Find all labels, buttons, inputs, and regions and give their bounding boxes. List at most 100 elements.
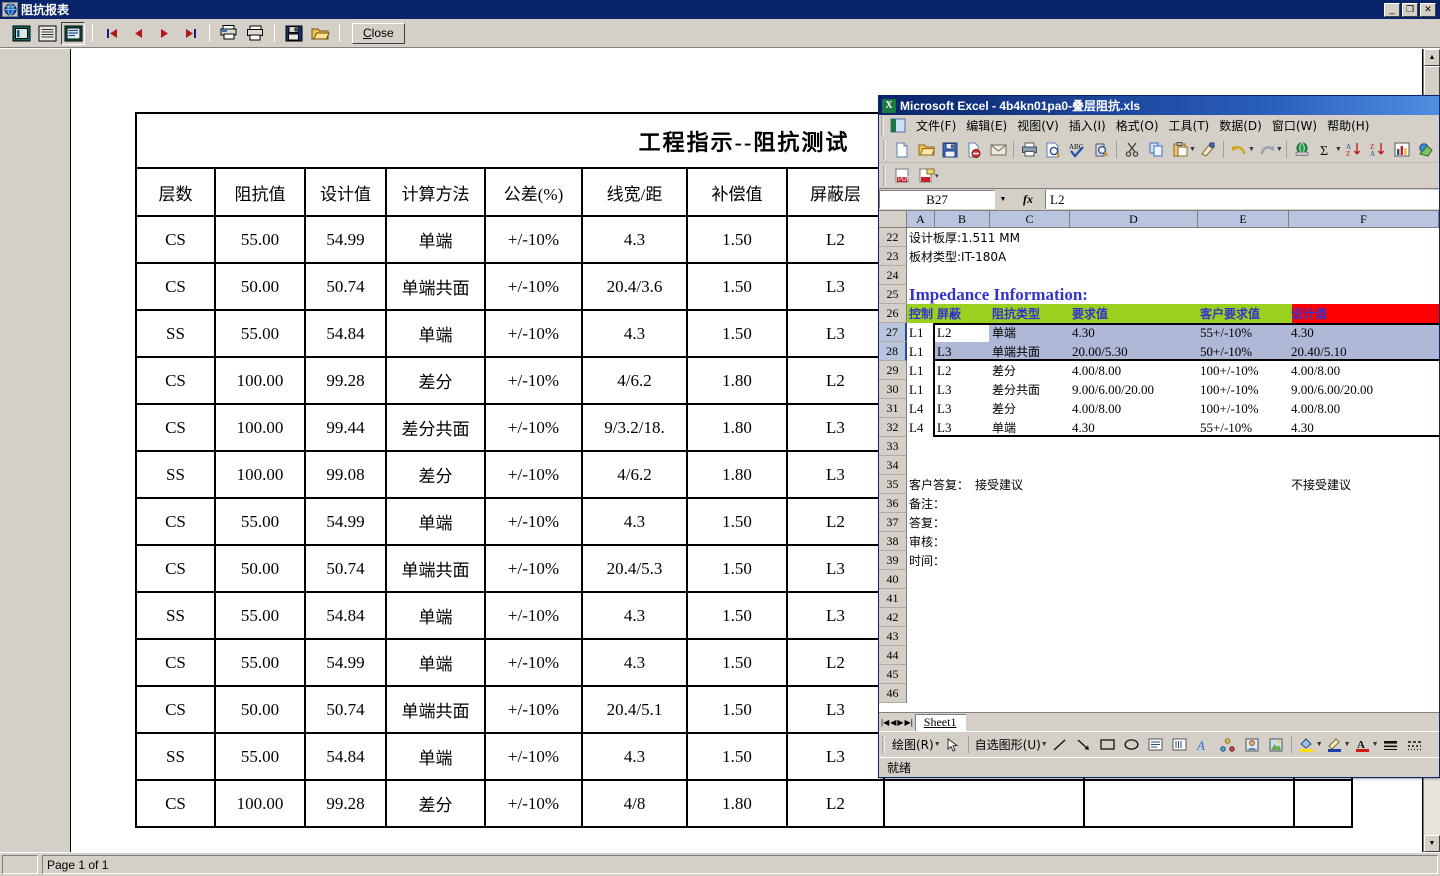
excel-row-cells-40[interactable] (907, 570, 1439, 589)
scroll-up-arrow-icon[interactable]: ▲ (1424, 49, 1440, 66)
excel-label-r38[interactable]: 审核： (909, 535, 946, 549)
font-color-dropdown-icon[interactable]: ▼ (1371, 741, 1379, 748)
excel-row-cells-26[interactable]: 控制 屏蔽 阻抗类型 要求值 客户要求值 设计值 (907, 304, 1439, 323)
drawing-toggle-icon[interactable] (1415, 139, 1437, 161)
row-header-41[interactable]: 41 (879, 589, 907, 608)
name-box-dropdown-icon[interactable]: ▼ (995, 190, 1011, 209)
column-header-c[interactable]: C (990, 211, 1070, 227)
reject-suggestion-text[interactable]: 不接受建议 (1291, 478, 1352, 492)
rectangle-icon[interactable] (1097, 734, 1119, 756)
active-cell-b27[interactable] (933, 323, 989, 342)
menu-edit[interactable]: 编辑(E) (966, 119, 1008, 133)
excel-row-cells-45[interactable] (907, 665, 1439, 684)
cell-design-r32[interactable]: 4.30 (1291, 419, 1314, 435)
cell-design-r30[interactable]: 9.00/6.00/20.00 (1291, 381, 1373, 397)
row-header-34[interactable]: 34 (879, 456, 907, 475)
excel-row-cells-46[interactable] (907, 684, 1439, 703)
design-thickness-cell[interactable]: 设计板厚:1.511 MM (909, 231, 1020, 245)
workbook-icon[interactable] (888, 116, 907, 135)
excel-row-cells-27[interactable]: L1 L2 单端 4.30 55+/-10% 4.30 (907, 323, 1439, 342)
excel-row-cells-36[interactable]: 备注： (907, 494, 1439, 513)
paste-icon[interactable] (1169, 139, 1191, 161)
autoshapes-menu-label[interactable]: 自选图形(U) (974, 738, 1041, 752)
row-header-28[interactable]: 28 (879, 342, 907, 361)
excel-row-cells-30[interactable]: L1 L3 差分共面 9.00/6.00/20.00 100+/-10% 9.00/6.0… (907, 380, 1439, 399)
name-box[interactable]: B27 (879, 190, 995, 209)
open-icon[interactable] (915, 139, 937, 161)
column-header-a[interactable]: A (907, 211, 935, 227)
excel-row-cells-29[interactable]: L1 L2 差分 4.00/8.00 100+/-10% 4.00/8.00 (907, 361, 1439, 380)
fill-color-dropdown-icon[interactable]: ▼ (1315, 741, 1323, 748)
excel-label-r37[interactable]: 答复： (909, 516, 946, 530)
last-page-icon[interactable] (178, 21, 202, 45)
undo-dropdown-arrow-icon[interactable]: ▼ (1247, 146, 1255, 153)
print-layout-view-icon[interactable] (9, 21, 33, 45)
vertical-text-box-icon[interactable] (1169, 734, 1191, 756)
close-window-button[interactable]: ✕ (1420, 2, 1436, 17)
excel-row-cells-35[interactable]: 客户答复： 接受建议 不接受建议 (907, 475, 1439, 494)
excel-row-cells-44[interactable] (907, 646, 1439, 665)
line-color-dropdown-icon[interactable]: ▼ (1343, 741, 1351, 748)
line-style-icon[interactable] (1380, 734, 1402, 756)
excel-row-cells-23[interactable]: 板材类型:IT-180A (907, 247, 1439, 266)
cell-required-r27[interactable]: 4.30 (1072, 324, 1095, 340)
excel-grid[interactable]: A B C D E F 22 设计板厚:1.511 MM 23 板材类型:IT-180… (879, 211, 1439, 712)
cell-shield-r27[interactable]: L2 (937, 324, 952, 340)
next-sheet-icon[interactable]: ▶ (897, 717, 904, 727)
material-type-cell[interactable]: 板材类型:IT-180A (909, 250, 1007, 264)
column-header-b[interactable]: B (935, 211, 990, 227)
print-preview-icon[interactable] (1042, 139, 1064, 161)
sheet-nav-buttons[interactable]: |◀ ◀ ▶ ▶| (879, 718, 915, 727)
cell-type-r29[interactable]: 差分 (992, 364, 1017, 378)
row-header-43[interactable]: 43 (879, 627, 907, 646)
row-header-33[interactable]: 33 (879, 437, 907, 456)
pdf-toolbar-grip[interactable] (883, 166, 886, 185)
row-header-30[interactable]: 30 (879, 380, 907, 399)
scroll-down-arrow-icon[interactable]: ▼ (1424, 835, 1440, 852)
text-box-icon[interactable] (1145, 734, 1167, 756)
excel-rows[interactable]: 22 设计板厚:1.511 MM 23 板材类型:IT-180A 24 25 Impedan… (879, 228, 1439, 703)
cell-type-r32[interactable]: 单端 (992, 421, 1017, 435)
first-page-icon[interactable] (100, 21, 124, 45)
cell-required-r30[interactable]: 9.00/6.00/20.00 (1072, 381, 1154, 397)
print-icon[interactable] (243, 21, 267, 45)
save-icon[interactable] (282, 21, 306, 45)
cell-shield-r31[interactable]: L3 (937, 400, 952, 416)
cell-type-r31[interactable]: 差分 (992, 402, 1017, 416)
cell-design-r28[interactable]: 20.40/5.10 (1291, 343, 1347, 359)
excel-row-cells-31[interactable]: L4 L3 差分 4.00/8.00 100+/-10% 4.00/8.00 (907, 399, 1439, 418)
impedance-hdr-required[interactable]: 要求值 (1072, 307, 1109, 321)
row-header-45[interactable]: 45 (879, 665, 907, 684)
impedance-information-title[interactable]: Impedance Information: (909, 285, 1088, 304)
column-header-e[interactable]: E (1198, 211, 1289, 227)
pdf-toolbar-overflow-icon[interactable]: ▾ (935, 172, 939, 180)
font-color-icon[interactable]: A (1352, 734, 1374, 756)
row-header-29[interactable]: 29 (879, 361, 907, 380)
fill-color-icon[interactable] (1296, 734, 1318, 756)
impedance-hdr-shield[interactable]: 屏蔽 (937, 307, 962, 321)
excel-row-cells-42[interactable] (907, 608, 1439, 627)
cell-control-r32[interactable]: L4 (909, 419, 924, 435)
email-icon[interactable] (987, 139, 1009, 161)
menu-data[interactable]: 数据(D) (1219, 119, 1262, 133)
row-header-40[interactable]: 40 (879, 570, 907, 589)
cell-control-r30[interactable]: L1 (909, 381, 924, 397)
excel-row-cells-33[interactable] (907, 437, 1439, 456)
excel-row-cells-37[interactable]: 答复： (907, 513, 1439, 532)
menubar-grip[interactable] (881, 116, 884, 135)
impedance-hdr-customer[interactable]: 客户要求值 (1200, 307, 1261, 321)
save-icon[interactable] (939, 139, 961, 161)
prev-page-icon[interactable] (126, 21, 150, 45)
cell-type-r28[interactable]: 单端共面 (992, 345, 1041, 359)
cell-customer-r28[interactable]: 50+/-10% (1200, 343, 1253, 359)
row-header-27[interactable]: 27 (879, 323, 907, 342)
menu-file[interactable]: 文件(F) (916, 119, 957, 133)
clip-art-icon[interactable] (1241, 734, 1263, 756)
list-view-icon[interactable] (35, 21, 59, 45)
prev-sheet-icon[interactable]: ◀ (890, 717, 897, 727)
report-view-icon[interactable] (61, 21, 85, 45)
format-painter-icon[interactable] (1197, 139, 1219, 161)
line-color-icon[interactable] (1324, 734, 1346, 756)
cell-shield-r30[interactable]: L3 (937, 381, 952, 397)
first-sheet-icon[interactable]: |◀ (881, 717, 890, 727)
